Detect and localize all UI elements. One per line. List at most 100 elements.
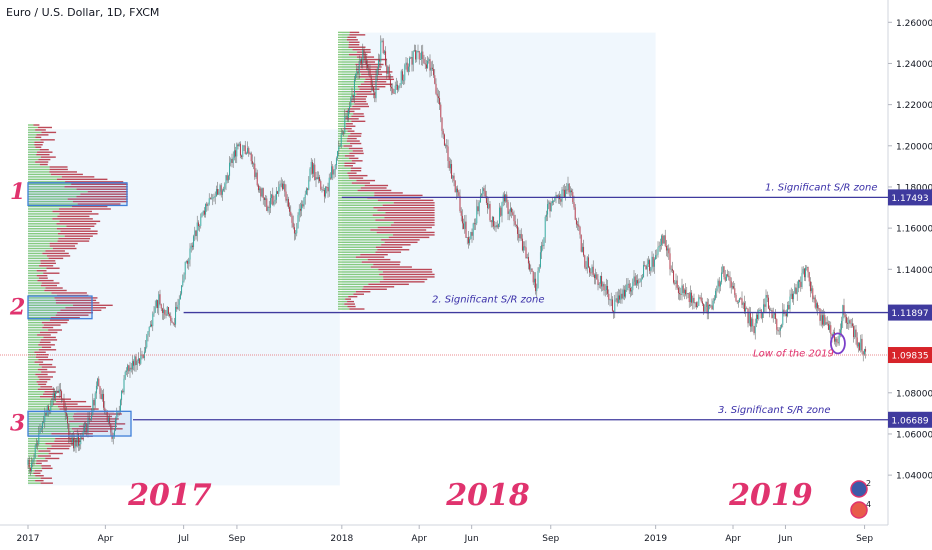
candle-down [583,246,585,256]
candle-up [659,245,661,246]
volume-bar-down [38,349,57,351]
candle-down [307,188,309,190]
volume-bar-up [28,267,47,269]
volume-bar-up [338,76,359,78]
sr-price-tag-2 [888,304,932,321]
volume-bar-up [28,309,61,311]
candle-up [356,71,358,75]
volume-bar-down [46,267,60,269]
candle-down [37,443,39,445]
candle-up [832,332,834,336]
volume-bar-down [351,160,363,162]
candle-down [59,389,61,392]
volume-bar-down [37,126,52,129]
candle-up [675,280,677,284]
candle-down [81,436,83,438]
volume-bar-up [28,282,42,284]
candle-down [361,58,363,64]
candle-down [817,303,819,309]
volume-bar-up [28,252,43,255]
volume-bar-up [28,442,46,445]
candle-down [268,206,270,208]
zone-box-1 [27,182,128,207]
volume-bar-down [56,400,87,403]
candle-up [533,278,535,283]
candle-down [676,280,678,288]
sr-zone-label-2: 2. Significant S/R zone [432,295,545,306]
candle-up [193,236,195,248]
event-icon[interactable] [850,501,868,519]
candle-down [370,77,372,86]
candle-down [401,71,403,81]
volume-bar-up [338,137,348,140]
candle-up [119,400,121,412]
candle-down [746,308,748,309]
candle-down [827,323,829,330]
volume-bar-up [338,39,347,41]
volume-bar-down [345,298,352,300]
volume-bar-down [49,242,78,245]
candle-down [171,321,173,323]
candle-down [844,314,846,318]
volume-bar-down [71,205,108,208]
volume-bar-up [28,479,36,482]
candle-down [769,308,771,311]
candle-up [301,204,303,211]
candle-up [773,313,775,315]
candle-up [686,293,688,295]
volume-bar-down [39,396,62,398]
candle-up [591,266,593,273]
candle-down [562,189,564,191]
volume-bar-down [348,135,362,137]
candle-up [479,195,481,203]
volume-bar-up [28,457,46,460]
volume-bar-up [28,450,39,452]
event-icon[interactable] [850,480,868,498]
candle-up [519,233,521,239]
candle-up [43,422,45,423]
candle-up [74,439,76,449]
candle-up [335,158,337,166]
candle-up [595,274,597,279]
candle-up [347,109,349,118]
volume-bar-up [28,391,45,393]
volume-bar-down [351,120,366,123]
candle-up [721,272,723,283]
volume-bar-up [338,172,348,174]
volume-bar-down [360,253,388,256]
candle-down [679,293,681,295]
candle-up [349,105,351,110]
volume-bar-down [346,39,358,41]
volume-bar-up [338,219,376,221]
candle-up [745,308,747,312]
candle-down [157,300,159,308]
candle-down [357,71,359,74]
candle-down [369,68,371,78]
candle-up [334,165,336,171]
volume-bar-down [352,48,371,51]
volume-bar-down [40,262,56,265]
candle-down [687,293,689,294]
candle-down [578,224,580,227]
volume-bar-down [345,123,353,125]
volume-bar-down [65,307,106,309]
candle-down [176,306,178,309]
candle-up [322,189,324,191]
volume-bar-down [351,182,370,184]
candle-down [88,417,90,421]
candle-up [236,144,238,157]
volume-bar-up [28,232,58,235]
candle-up [134,356,136,366]
candle-down [496,225,498,228]
candle-down [749,312,751,327]
volume-bar-up [28,437,56,440]
candle-down [808,272,810,282]
volume-bar-down [352,150,364,152]
candle-up [710,305,712,307]
candle-down [818,308,820,310]
candle-down [703,303,705,312]
volume-bar-down [61,176,95,178]
candle-down [281,183,283,190]
candle-up [694,302,696,304]
